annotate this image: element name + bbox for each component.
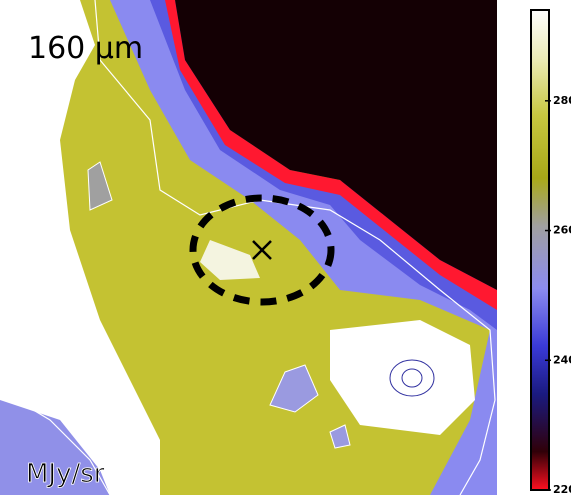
colorbar-tick-label: 220 bbox=[553, 483, 571, 495]
colorbar-tick-label: 260 bbox=[553, 224, 571, 237]
unit-label: MJy/sr bbox=[26, 459, 105, 489]
sky-image: 160 μm MJy/sr bbox=[0, 0, 497, 495]
band-label: 160 μm bbox=[28, 31, 143, 66]
colorbar-tick-label: 280 bbox=[553, 94, 571, 107]
colorbar-tick-label: 240 bbox=[553, 353, 571, 366]
colorbar bbox=[530, 9, 550, 491]
